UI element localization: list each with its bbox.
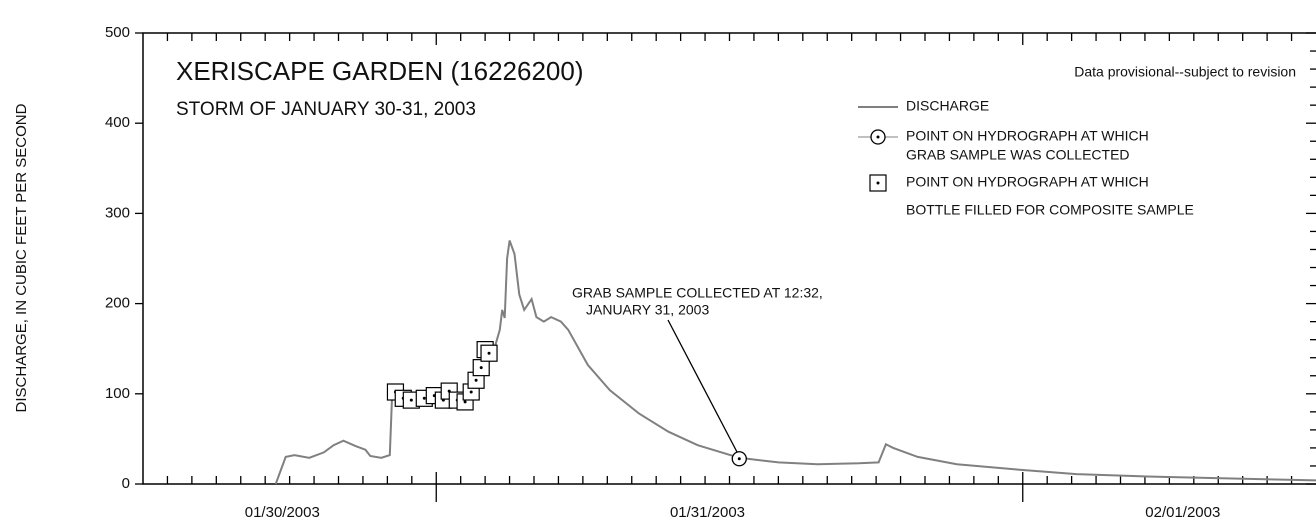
legend-label: POINT ON HYDROGRAPH AT WHICH — [906, 174, 1149, 190]
x-tick-label: 02/01/2003 — [1145, 504, 1220, 521]
chart-subtitle: STORM OF JANUARY 30-31, 2003 — [176, 99, 476, 120]
y-tick-label: 300 — [105, 204, 130, 221]
y-tick-label: 500 — [105, 24, 130, 41]
legend-label: BOTTLE FILLED FOR COMPOSITE SAMPLE — [906, 202, 1194, 218]
marker-dot — [479, 366, 483, 370]
discharge-line — [274, 240, 1316, 485]
annotation: JANUARY 31, 2003 — [586, 302, 709, 318]
annotation: GRAB SAMPLE COLLECTED AT 12:32, — [572, 285, 823, 301]
y-tick-label: 100 — [105, 385, 130, 402]
y-tick-label: 200 — [105, 295, 130, 312]
legend-swatch — [876, 135, 880, 139]
marker-dot — [463, 400, 467, 404]
chart-title: XERISCAPE GARDEN (16226200) — [176, 56, 584, 86]
x-tick-label: 01/31/2003 — [670, 504, 745, 521]
y-tick-label: 0 — [122, 475, 130, 492]
leader-line — [667, 319, 738, 453]
legend-label: POINT ON HYDROGRAPH AT WHICH — [906, 128, 1149, 144]
marker-dot — [487, 351, 491, 355]
x-tick-label: 01/30/2003 — [245, 504, 320, 521]
marker-dot — [469, 390, 473, 394]
note: Data provisional--subject to revision — [1074, 64, 1296, 80]
marker-dot — [474, 378, 478, 382]
legend-label: DISCHARGE — [906, 98, 989, 114]
marker-dot — [422, 396, 426, 400]
y-axis-label: DISCHARGE, IN CUBIC FEET PER SECOND — [13, 103, 30, 412]
legend-swatch — [876, 181, 880, 185]
plot-frame — [142, 32, 1316, 485]
y-tick-label: 400 — [105, 114, 130, 131]
marker-dot — [409, 398, 413, 402]
marker-dot — [737, 457, 741, 461]
legend-label: GRAB SAMPLE WAS COLLECTED — [906, 147, 1130, 163]
